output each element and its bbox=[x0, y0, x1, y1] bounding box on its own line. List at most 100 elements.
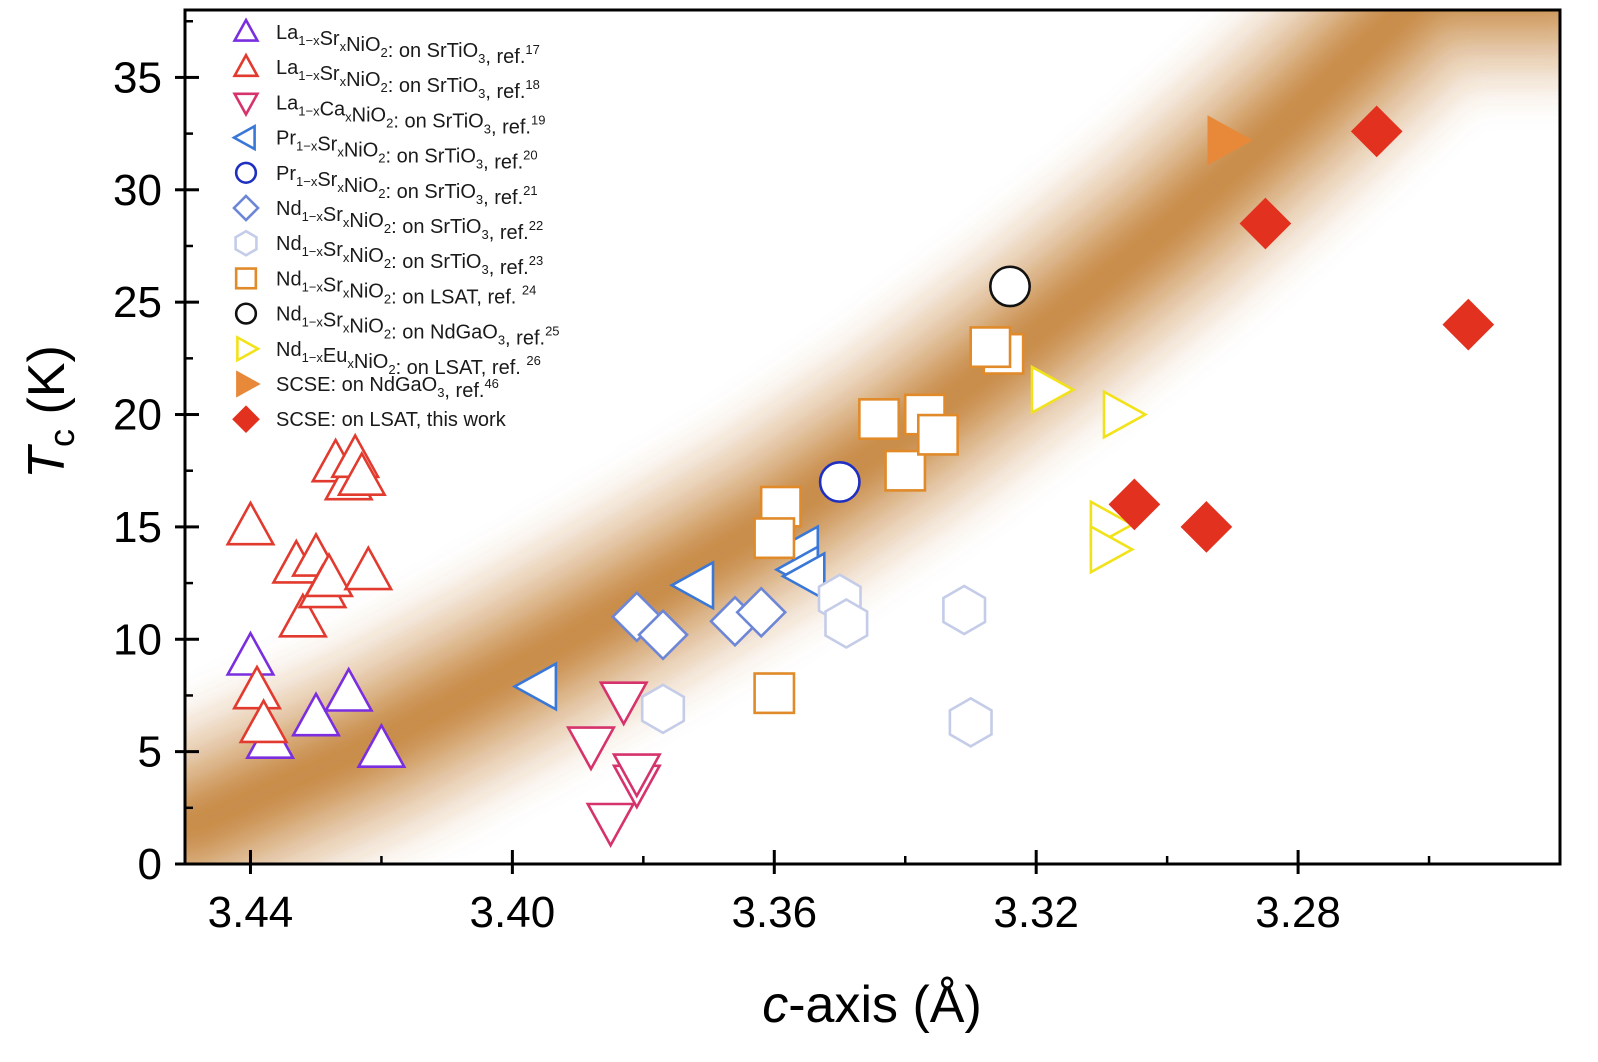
data-point bbox=[303, 551, 355, 598]
legend-marker bbox=[232, 17, 260, 42]
legend-marker bbox=[236, 335, 261, 363]
legend-entry: SCSE: on NdGaO3, ref.46 bbox=[236, 370, 499, 402]
data-point bbox=[511, 661, 558, 712]
data-point bbox=[1089, 524, 1135, 575]
data-point bbox=[225, 630, 276, 676]
data-point bbox=[225, 500, 276, 546]
y-tick-label: 0 bbox=[138, 840, 162, 889]
data-point bbox=[238, 698, 289, 744]
data-point bbox=[1350, 105, 1403, 158]
legend-marker bbox=[234, 267, 258, 290]
data-point bbox=[753, 672, 796, 715]
series-5 bbox=[610, 586, 788, 661]
series-6 bbox=[640, 573, 993, 748]
legend-label: Nd1−xSrxNiO2: on LSAT, ref. 24 bbox=[276, 268, 536, 308]
plot-frame bbox=[183, 8, 1562, 866]
legend-marker bbox=[232, 92, 260, 118]
legend-entry: Nd1−xSrxNiO2: on NdGaO3, ref.25 bbox=[234, 302, 560, 350]
legend-marker bbox=[234, 161, 258, 184]
data-point bbox=[989, 265, 1031, 308]
data-point bbox=[884, 449, 927, 492]
data-point bbox=[1239, 197, 1292, 250]
legend-label: La1−xSrxNiO2: on SrTiO3, ref.18 bbox=[276, 57, 540, 103]
data-point bbox=[916, 413, 959, 456]
legend-label: Nd1−xSrxNiO2: on SrTiO3, ref.22 bbox=[276, 198, 543, 244]
series-2 bbox=[565, 681, 662, 848]
legend-entry: La1−xSrxNiO2: on SrTiO3, ref.17 bbox=[232, 17, 540, 68]
legend-entry: Nd1−xEuxNiO2: on LSAT, ref. 26 bbox=[236, 335, 541, 379]
data-point bbox=[343, 545, 394, 591]
data-point bbox=[824, 597, 869, 650]
y-tick-labels: 0 5 10 15 20 25 30 35 bbox=[113, 53, 162, 889]
data-point bbox=[669, 560, 715, 611]
legend-entry: Nd1−xSrxNiO2: on SrTiO3, ref.23 bbox=[234, 229, 543, 279]
y-tick-label: 15 bbox=[113, 503, 162, 552]
legend-marker bbox=[234, 302, 258, 325]
trend-band-layer bbox=[185, 10, 1433, 847]
legend-marker bbox=[231, 123, 256, 152]
data-point bbox=[585, 802, 636, 848]
data-point bbox=[323, 666, 374, 712]
y-tick-label: 20 bbox=[113, 391, 162, 440]
legend-label: SCSE: on NdGaO3, ref.46 bbox=[276, 374, 499, 402]
series-3 bbox=[511, 524, 826, 712]
data-point bbox=[1102, 389, 1148, 440]
data-point bbox=[336, 450, 387, 497]
legend-marker bbox=[234, 229, 258, 257]
data-point bbox=[356, 722, 407, 769]
data-point bbox=[637, 608, 689, 661]
legend-entry: Nd1−xSrxNiO2: on SrTiO3, ref.22 bbox=[232, 194, 543, 244]
legend-entry: SCSE: on LSAT, this work bbox=[232, 405, 507, 434]
y-tick-label: 25 bbox=[113, 278, 162, 327]
data-point bbox=[598, 681, 649, 727]
series-8 bbox=[989, 265, 1031, 308]
legend-entry: Pr1−xSrxNiO2: on SrTiO3, ref.20 bbox=[231, 123, 538, 174]
legend-label: Pr1−xSrxNiO2: on SrTiO3, ref.20 bbox=[276, 128, 538, 174]
data-point bbox=[1030, 364, 1076, 415]
y-axis-title: Tc (K) bbox=[18, 345, 82, 479]
series-9 bbox=[1030, 364, 1148, 575]
data-point bbox=[1442, 298, 1495, 351]
legend-entry: La1−xCaxNiO2: on SrTiO3, ref.19 bbox=[232, 92, 545, 138]
x-tick-labels: 3.44 3.40 3.36 3.32 3.28 bbox=[208, 888, 1341, 937]
y-tick-label: 35 bbox=[113, 53, 162, 102]
legend-marker bbox=[232, 194, 260, 222]
data-point bbox=[277, 592, 328, 638]
data-point bbox=[735, 586, 788, 639]
data-point bbox=[1180, 501, 1233, 553]
data-point bbox=[969, 326, 1012, 369]
legend-label: Pr1−xSrxNiO2: on SrTiO3, ref.21 bbox=[276, 163, 538, 209]
x-tick-label: 3.28 bbox=[1255, 888, 1341, 937]
series-1 bbox=[225, 432, 394, 744]
legend-entry: La1−xSrxNiO2: on SrTiO3, ref.18 bbox=[232, 52, 540, 103]
y-tick-label: 30 bbox=[113, 166, 162, 215]
legend-entry: Nd1−xSrxNiO2: on LSAT, ref. 24 bbox=[234, 267, 536, 308]
legend-label: Nd1−xEuxNiO2: on LSAT, ref. 26 bbox=[276, 339, 541, 379]
x-tick-label: 3.32 bbox=[993, 888, 1079, 937]
data-point bbox=[231, 664, 283, 710]
series-4 bbox=[818, 460, 861, 503]
legend-marker bbox=[232, 405, 260, 434]
legend-marker bbox=[232, 52, 260, 78]
series-11 bbox=[1108, 105, 1495, 553]
axis-ticks bbox=[175, 19, 1431, 874]
data-point bbox=[290, 691, 342, 737]
data-point bbox=[753, 517, 796, 560]
legend-label: La1−xCaxNiO2: on SrTiO3, ref.19 bbox=[276, 92, 545, 138]
data-point bbox=[640, 683, 686, 735]
data-point bbox=[858, 398, 901, 441]
legend-marker bbox=[236, 370, 261, 398]
data-point bbox=[818, 460, 861, 503]
data-point bbox=[942, 584, 987, 636]
legend-label: Nd1−xSrxNiO2: on SrTiO3, ref.23 bbox=[276, 233, 543, 279]
data-point bbox=[565, 726, 617, 772]
data-points bbox=[225, 105, 1495, 848]
y-tick-label: 5 bbox=[138, 728, 162, 777]
x-tick-label: 3.44 bbox=[208, 888, 294, 937]
data-point bbox=[780, 551, 826, 602]
y-tick-label: 10 bbox=[113, 615, 162, 664]
data-point bbox=[948, 696, 993, 748]
legend-label: La1−xSrxNiO2: on SrTiO3, ref.17 bbox=[276, 22, 540, 68]
legend-entry: Pr1−xSrxNiO2: on SrTiO3, ref.21 bbox=[234, 161, 538, 209]
